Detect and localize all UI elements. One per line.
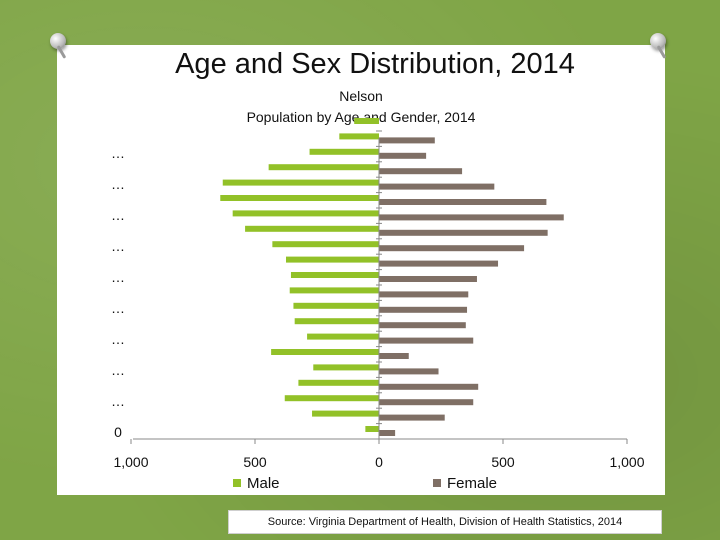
female-bar bbox=[379, 337, 474, 344]
chart-title: Nelson bbox=[339, 88, 383, 104]
male-bar bbox=[307, 333, 379, 340]
male-bar bbox=[339, 133, 379, 140]
legend-swatch bbox=[233, 479, 241, 487]
y-tick-label: 0 bbox=[114, 424, 122, 440]
male-bar bbox=[290, 272, 379, 278]
female-bar bbox=[379, 368, 439, 375]
male-bar bbox=[245, 225, 379, 232]
source-note: Source: Virginia Department of Health, D… bbox=[228, 510, 662, 534]
female-bar bbox=[379, 214, 564, 221]
male-bar bbox=[268, 164, 379, 171]
male-bar bbox=[289, 287, 379, 294]
male-bar bbox=[220, 195, 379, 201]
y-tick-label: … bbox=[111, 238, 125, 254]
x-tick-label: 1,000 bbox=[113, 454, 148, 470]
male-bar bbox=[298, 379, 379, 386]
female-bar bbox=[379, 291, 469, 298]
female-bar bbox=[379, 245, 525, 252]
x-tick-label: 1,000 bbox=[609, 454, 644, 470]
female-bar bbox=[379, 383, 479, 390]
male-bar bbox=[312, 410, 379, 417]
y-tick-label: … bbox=[111, 393, 125, 409]
slide-title: Age and Sex Distribution, 2014 bbox=[175, 48, 575, 80]
female-bar bbox=[379, 399, 474, 406]
y-tick-label: … bbox=[111, 145, 125, 161]
pushpin-icon bbox=[50, 33, 66, 49]
female-bar bbox=[379, 353, 409, 359]
female-bar bbox=[379, 276, 477, 282]
female-bar bbox=[379, 152, 427, 159]
female-bar bbox=[379, 322, 466, 329]
x-tick-label: 500 bbox=[243, 454, 267, 470]
y-tick-label: … bbox=[111, 207, 125, 223]
female-bar bbox=[379, 260, 499, 267]
chart-subtitle: Population by Age and Gender, 2014 bbox=[246, 109, 476, 125]
female-bar bbox=[379, 199, 547, 205]
legend-label: Male bbox=[247, 475, 280, 492]
female-bar bbox=[379, 137, 435, 144]
legend-swatch bbox=[433, 479, 441, 487]
male-bar bbox=[365, 426, 379, 432]
legend-label: Female bbox=[447, 475, 497, 492]
y-tick-label: … bbox=[111, 176, 125, 192]
male-bar bbox=[313, 364, 379, 371]
female-bar bbox=[379, 414, 445, 421]
y-tick-label: … bbox=[111, 269, 125, 285]
male-bar bbox=[286, 256, 379, 263]
female-bar bbox=[379, 183, 495, 190]
female-bar bbox=[379, 306, 468, 313]
male-bar bbox=[284, 395, 379, 402]
male-bar bbox=[293, 302, 379, 309]
male-bar bbox=[294, 318, 379, 325]
male-bar bbox=[272, 241, 379, 248]
y-tick-label: … bbox=[111, 331, 125, 347]
pushpin-icon bbox=[650, 33, 666, 49]
female-bar bbox=[379, 168, 463, 175]
male-bar bbox=[222, 179, 379, 186]
male-bar bbox=[309, 148, 379, 155]
female-bar bbox=[379, 430, 396, 436]
x-tick-label: 500 bbox=[491, 454, 515, 470]
male-bar bbox=[271, 349, 379, 355]
female-bar bbox=[379, 229, 548, 236]
y-tick-label: … bbox=[111, 362, 125, 378]
male-bar bbox=[354, 118, 379, 124]
y-tick-label: … bbox=[111, 300, 125, 316]
x-tick-label: 0 bbox=[375, 454, 383, 470]
male-bar bbox=[232, 210, 379, 217]
